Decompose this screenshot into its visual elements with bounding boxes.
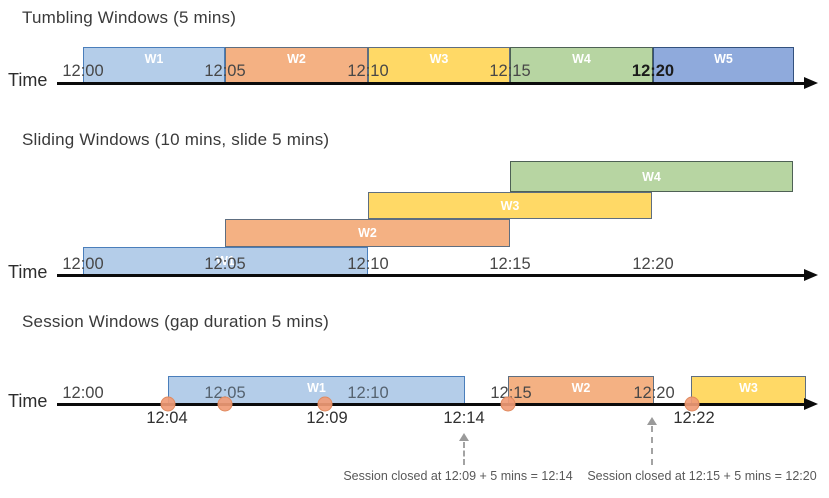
window-label: W3 xyxy=(429,52,449,66)
session-window-w2: W2 xyxy=(508,376,654,404)
event-time-label-1214: 12:14 xyxy=(443,409,485,427)
sliding-tick-1205: 12:05 xyxy=(204,255,246,273)
dashed-arrow-line xyxy=(463,442,465,465)
session-event-dot-1209 xyxy=(317,396,333,412)
window-label: W3 xyxy=(739,381,758,395)
session-tick-1200: 12:00 xyxy=(62,384,104,402)
sliding-section-title: Sliding Windows (10 mins, slide 5 mins) xyxy=(22,130,330,149)
session-event-dot-1205 xyxy=(217,396,233,412)
session-closed-annotation-1: Session closed at 12:09 + 5 mins = 12:14 xyxy=(343,469,573,483)
session-section-title: Session Windows (gap duration 5 mins) xyxy=(22,312,329,331)
sliding-tick-1200: 12:00 xyxy=(62,255,104,273)
event-time-label-1209: 12:09 xyxy=(306,409,348,427)
sliding-time-axis-label: Time xyxy=(8,262,48,282)
window-label: W2 xyxy=(358,226,377,240)
sliding-window-w4: W4 xyxy=(510,161,793,192)
arrow-up-icon xyxy=(647,417,657,425)
window-label: W4 xyxy=(642,169,661,184)
sliding-window-w1: W1 xyxy=(83,247,368,275)
tumbling-tick-1215: 12:15 xyxy=(489,62,531,80)
session-event-dot-1215 xyxy=(500,396,516,412)
window-label: W4 xyxy=(572,52,591,66)
session-tick-1220: 12:20 xyxy=(633,384,675,402)
session-tick-1215: 12:15 xyxy=(490,384,532,402)
window-label: W1 xyxy=(144,52,164,66)
session-time-axis xyxy=(57,403,806,406)
session-tick-1205: 12:05 xyxy=(204,384,246,402)
window-label: W1 xyxy=(216,254,235,268)
session-event-dot-1222 xyxy=(684,396,700,412)
sliding-time-axis xyxy=(57,274,806,277)
event-time-label-1222: 12:22 xyxy=(673,409,715,427)
tumbling-tick-1210: 12:10 xyxy=(347,62,389,80)
window-label: W1 xyxy=(307,381,326,395)
event-time-label-1204: 12:04 xyxy=(146,409,188,427)
session-time-axis-label: Time xyxy=(8,391,48,411)
session-axis-arrowhead-icon xyxy=(804,398,818,410)
window-label: W3 xyxy=(500,198,520,213)
tumbling-window-w1: W1 xyxy=(83,47,225,83)
sliding-window-w3: W3 xyxy=(368,192,652,219)
tumbling-window-w5: W5 xyxy=(653,47,794,83)
tumbling-axis-arrowhead-icon xyxy=(804,77,818,89)
sliding-window-w2: W2 xyxy=(225,219,510,247)
tumbling-time-axis-label: Time xyxy=(8,70,48,90)
tumbling-tick-1220: 12:20 xyxy=(631,62,675,80)
sliding-axis-arrowhead-icon xyxy=(804,269,818,281)
sliding-tick-1215: 12:15 xyxy=(489,255,531,273)
window-label: W2 xyxy=(287,52,306,66)
arrow-up-icon xyxy=(459,433,469,441)
dashed-arrow-line xyxy=(651,426,653,465)
window-label: W5 xyxy=(714,52,733,66)
tumbling-window-w3: W3 xyxy=(368,47,510,83)
tumbling-section-title: Tumbling Windows (5 mins) xyxy=(22,8,237,27)
session-event-dot-1204 xyxy=(160,396,176,412)
tumbling-time-axis xyxy=(57,82,806,85)
sliding-tick-1210: 12:10 xyxy=(347,255,389,273)
window-label: W2 xyxy=(571,381,591,395)
tumbling-tick-1200: 12:00 xyxy=(62,62,104,80)
session-window-w3: W3 xyxy=(691,376,806,404)
session-tick-1210: 12:10 xyxy=(347,384,389,402)
session-closed-annotation-2: Session closed at 12:15 + 5 mins = 12:20 xyxy=(587,469,817,483)
tumbling-tick-1205: 12:05 xyxy=(204,62,246,80)
sliding-tick-1220: 12:20 xyxy=(632,255,674,273)
